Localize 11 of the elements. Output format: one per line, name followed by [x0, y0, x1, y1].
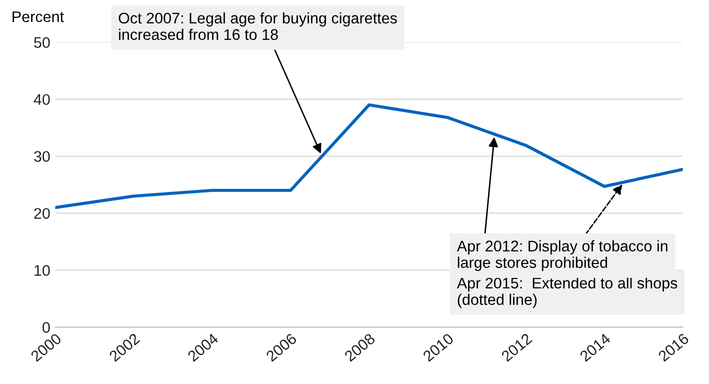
y-tick-label: 20 [34, 208, 50, 219]
line-series [55, 103, 683, 210]
y-tick-label: 0 [42, 322, 50, 333]
annotation: Oct 2007: Legal age for buying cigarettes increased from 16 to 18 [118, 12, 397, 40]
y-tick-label: 30 [34, 151, 50, 162]
y-tick-label: 50 [34, 37, 50, 48]
y-tick-label: 10 [34, 265, 50, 276]
annotation: Apr 2015: Extended to all shops (dotted line) [456, 277, 678, 308]
y-tick-label: 40 [34, 94, 50, 105]
annotation: Apr 2012: Display of tobacco in large stores prohibited [456, 240, 668, 271]
y-axis-title: Percent [12, 11, 64, 22]
